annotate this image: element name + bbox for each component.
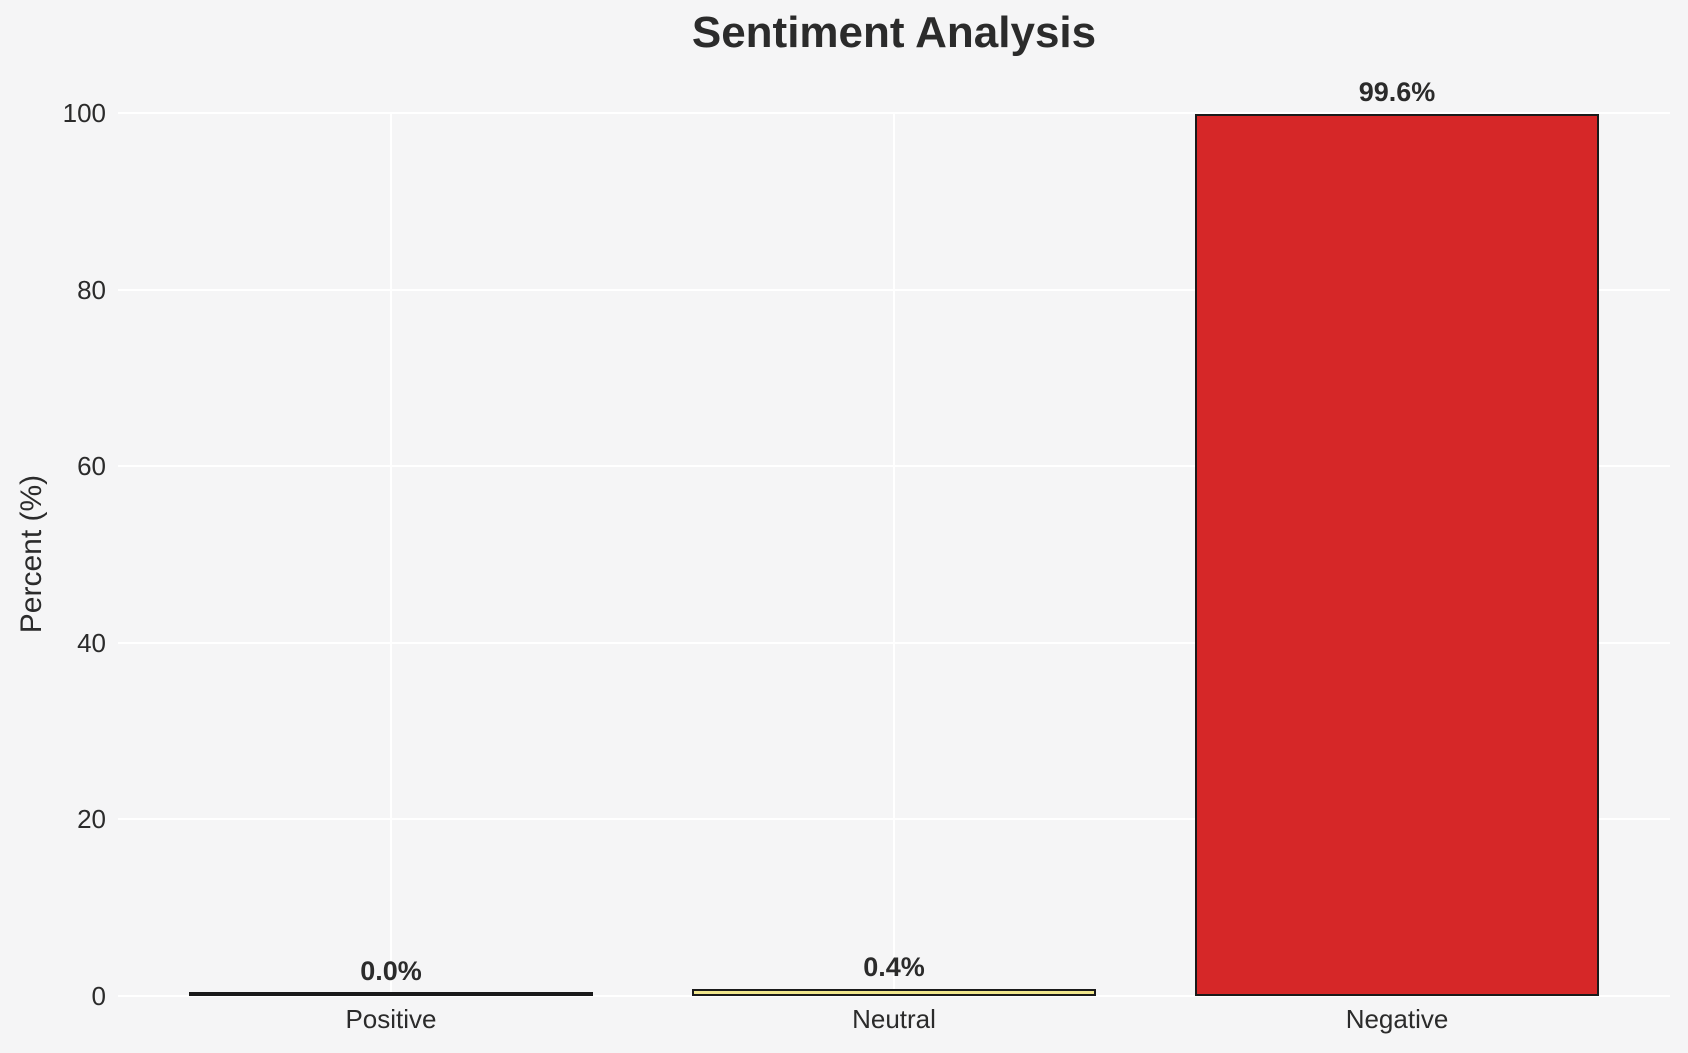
x-tick-label-neutral: Neutral — [852, 1004, 936, 1034]
y-tick-label: 100 — [62, 98, 106, 128]
x-tick-label-negative: Negative — [1345, 1004, 1449, 1034]
plot-area: 0.0% 0.4% 99.6% — [118, 77, 1670, 997]
y-tick-label: 20 — [77, 804, 106, 835]
bar-value-label: 99.6% — [1358, 76, 1436, 107]
y-tick-label: 80 — [77, 274, 106, 305]
y-tick-label: 40 — [77, 627, 106, 658]
bar-negative — [1195, 113, 1599, 996]
y-tick-label: 0 — [91, 981, 106, 1011]
y-tick-label: 60 — [77, 451, 106, 482]
x-gridline — [893, 113, 895, 996]
chart-title: Sentiment Analysis — [691, 8, 1097, 57]
y-gridline — [118, 995, 1670, 997]
bar-neutral — [692, 989, 1096, 996]
x-tick-label-positive: Positive — [345, 1004, 437, 1034]
bar-value-label: 0.4% — [863, 952, 925, 983]
x-gridline — [390, 113, 392, 996]
bar-value-label: 0.0% — [360, 956, 422, 986]
y-axis-label: Percent (%) — [15, 474, 48, 634]
bar-positive — [189, 992, 593, 996]
